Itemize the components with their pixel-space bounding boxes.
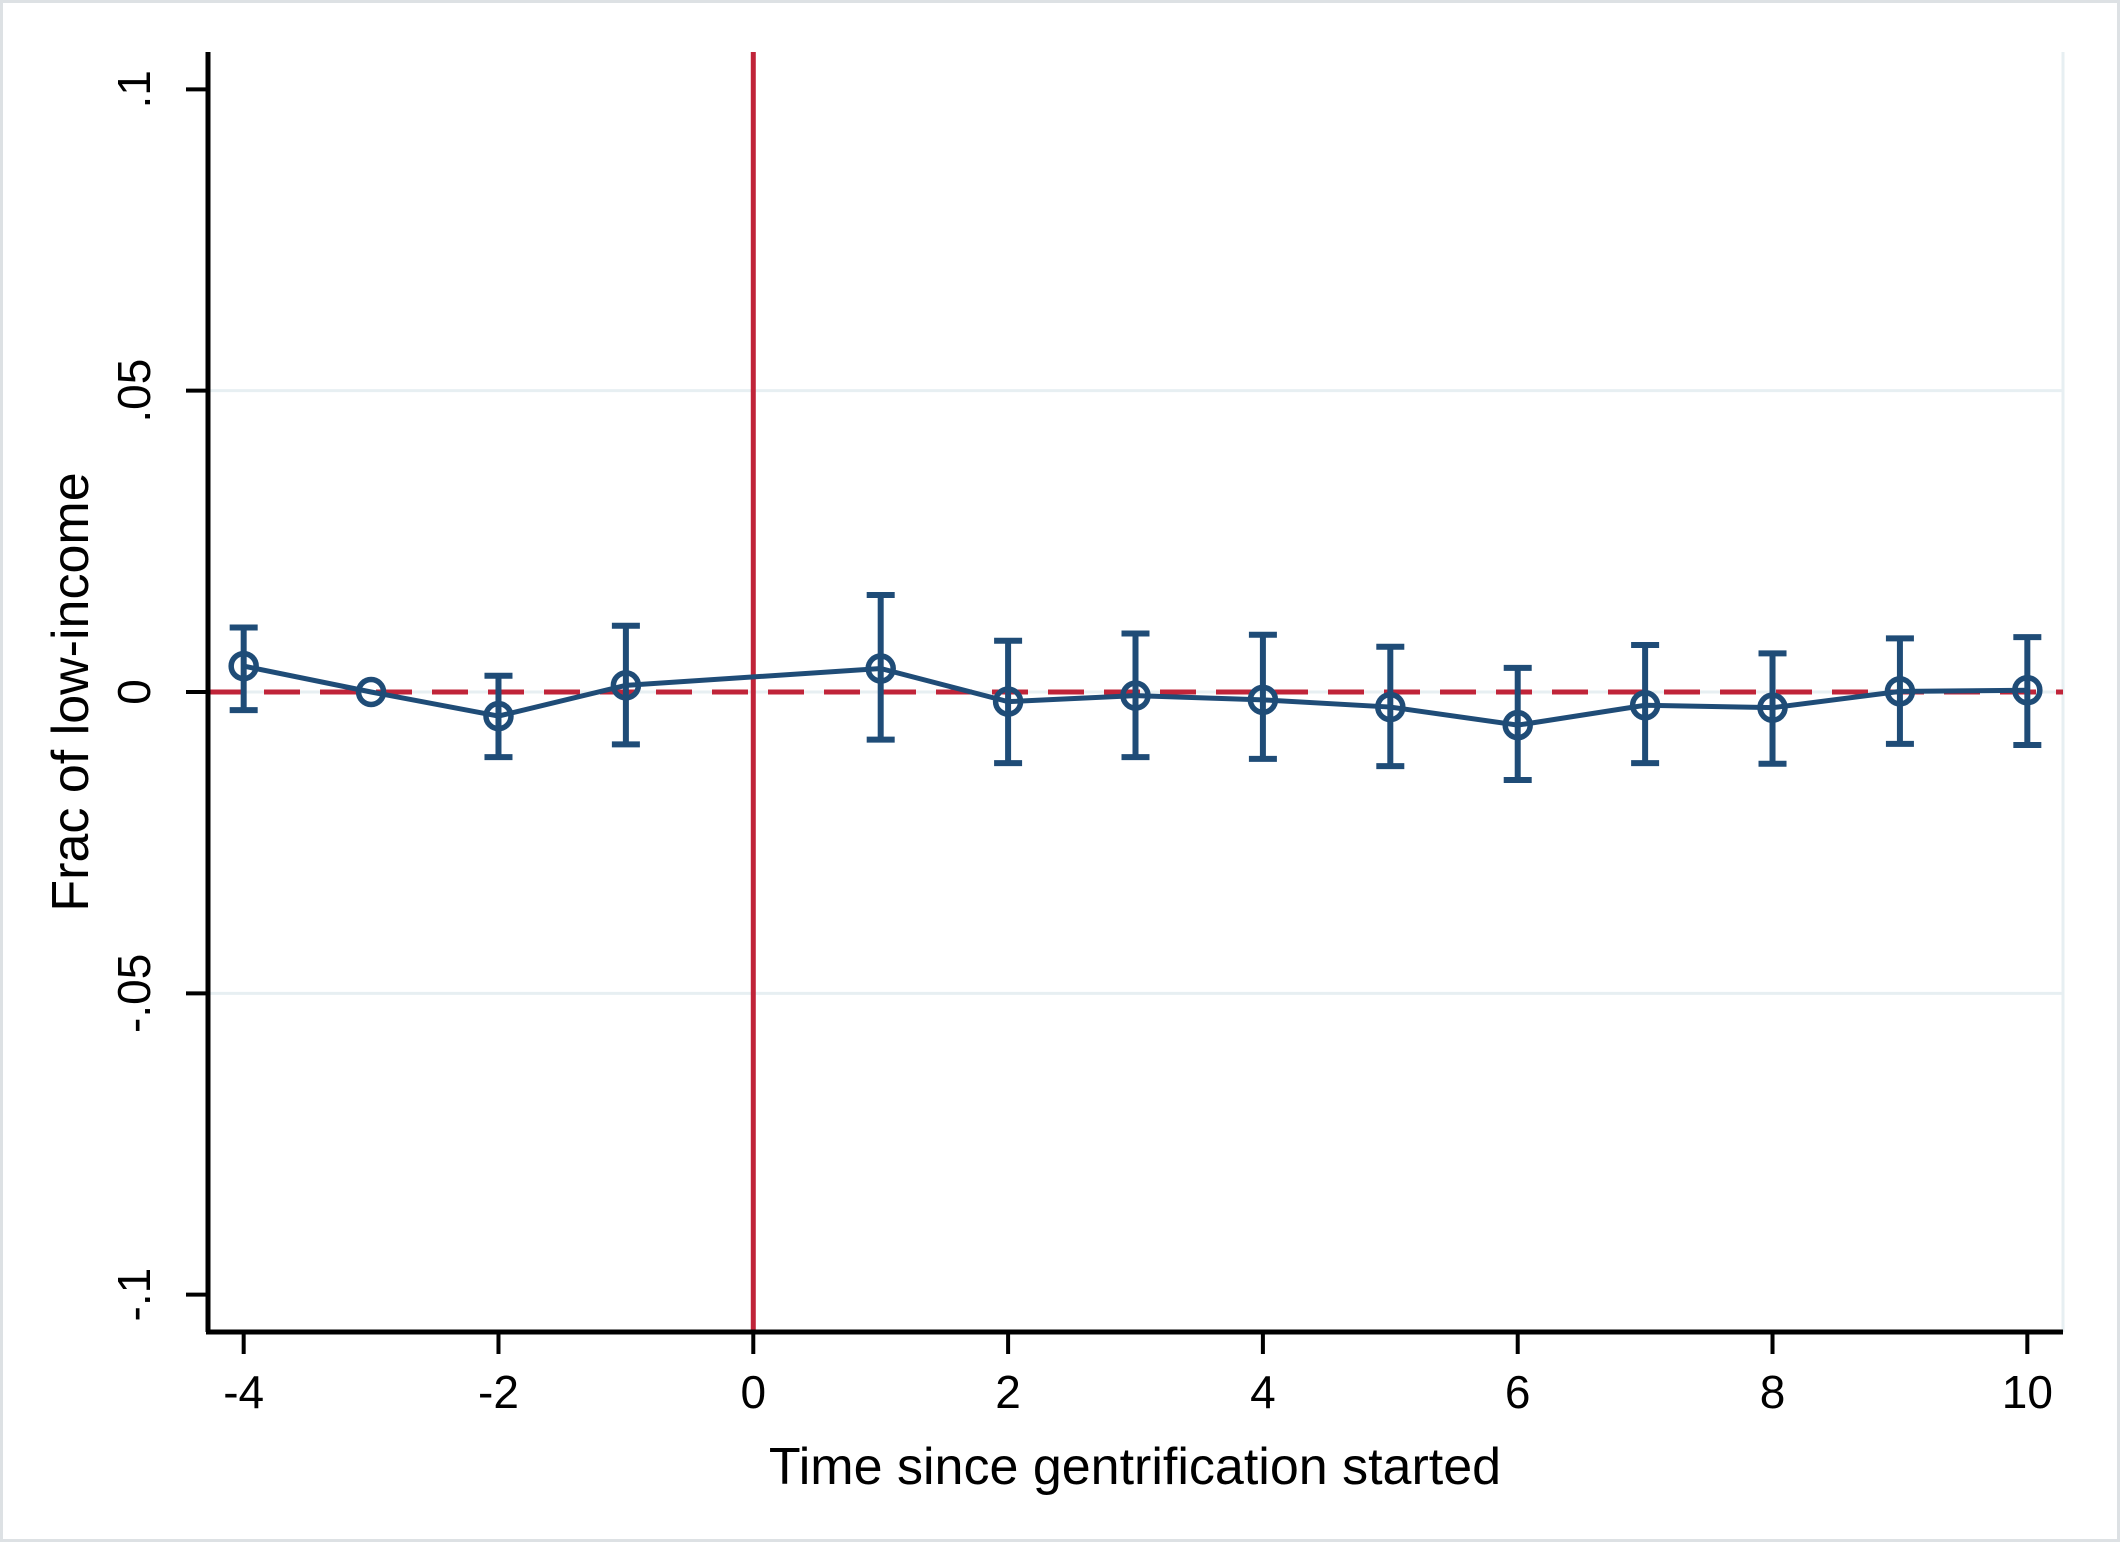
coefficient-marker [2012, 674, 2043, 706]
y-axis-title: Frac of low-income [42, 472, 100, 911]
y-tick-label: -.1 [108, 1268, 160, 1322]
data-layer [228, 591, 2043, 783]
coefficient-marker [1375, 691, 1406, 723]
coefficient-marker [228, 650, 259, 682]
x-tick-label: 6 [1505, 1366, 1531, 1418]
x-tick-label: 0 [740, 1366, 766, 1418]
coefficient-marker [1757, 692, 1788, 723]
x-tick-label: -2 [478, 1366, 519, 1418]
coefficient-marker [483, 700, 514, 732]
x-axis-title: Time since gentrification started [769, 1438, 1501, 1496]
coefficient-marker [865, 653, 896, 684]
x-tick-label: 4 [1250, 1366, 1276, 1418]
coefficient-marker [1884, 676, 1916, 707]
y-tick-label: 0 [108, 679, 160, 705]
x-tick-label: 2 [995, 1366, 1021, 1418]
axes-layer: .1 .05 0 -.05 -.1 -4 -2 0 2 4 6 8 10 [108, 52, 2063, 1418]
x-tick-label: -4 [223, 1366, 264, 1418]
coefficient-connector-line [243, 663, 2028, 728]
coefficient-marker [1502, 709, 1533, 741]
coefficient-marker [992, 686, 1024, 717]
x-tick-label: 8 [1760, 1366, 1786, 1418]
coefficient-marker [355, 676, 387, 708]
y-tick-label: .05 [108, 359, 160, 423]
coefficient-marker [1120, 680, 1151, 711]
y-tick-label: .1 [108, 70, 160, 108]
y-tick-label: -.05 [108, 954, 160, 1033]
coefficient-marker [610, 670, 642, 701]
coefficient-marker [1247, 684, 1279, 716]
event-study-chart: .1 .05 0 -.05 -.1 -4 -2 0 2 4 6 8 10 Time since gent… [42, 52, 2065, 1496]
x-tick-label: 10 [2002, 1366, 2053, 1418]
coefficient-marker [1629, 690, 1661, 721]
